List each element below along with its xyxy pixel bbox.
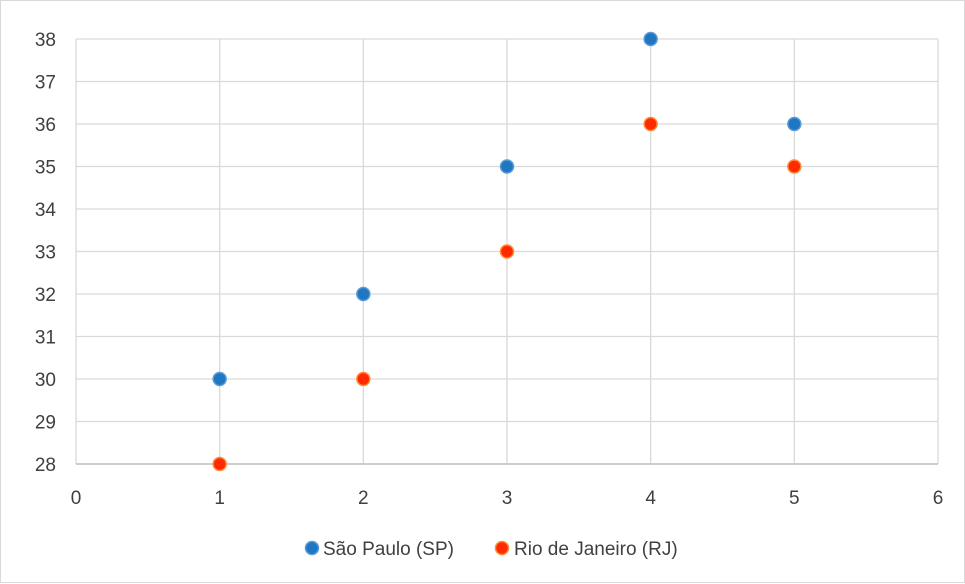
- legend-label: Rio de Janeiro (RJ): [514, 539, 678, 560]
- y-tick-label: 37: [35, 73, 56, 94]
- point-sp: [356, 286, 371, 302]
- y-tick-label: 31: [35, 328, 56, 349]
- y-tick-label: 30: [35, 370, 56, 391]
- data-points: [212, 31, 802, 472]
- x-tick-label: 4: [645, 488, 656, 509]
- x-tick-label: 3: [502, 488, 513, 509]
- point-sp: [212, 371, 227, 387]
- point-rj: [787, 159, 802, 174]
- point-rj: [212, 456, 227, 472]
- y-tick-label: 28: [35, 455, 56, 476]
- y-tick-label: 36: [35, 115, 56, 136]
- y-tick-label: 35: [35, 158, 56, 179]
- legend-label: São Paulo (SP): [323, 539, 454, 560]
- point-rj: [643, 116, 658, 132]
- point-sp: [643, 31, 658, 47]
- y-tick-label: 34: [35, 200, 57, 221]
- legend: São Paulo (SP) Rio de Janeiro (RJ): [304, 539, 678, 560]
- y-tick-label: 33: [35, 243, 56, 264]
- y-tick-label: 29: [35, 413, 56, 434]
- legend-marker: [304, 540, 320, 556]
- point-rj: [499, 244, 515, 259]
- point-rj: [356, 371, 371, 387]
- x-tick-label: 5: [789, 488, 800, 509]
- x-tick-label: 6: [933, 488, 944, 509]
- x-tick-label: 2: [358, 488, 369, 509]
- point-sp: [499, 159, 515, 174]
- legend-marker: [494, 540, 510, 556]
- x-tick-label: 0: [71, 488, 82, 509]
- point-sp: [787, 116, 802, 132]
- y-tick-label: 32: [35, 285, 56, 306]
- y-tick-label: 38: [35, 30, 56, 51]
- x-tick-label: 1: [214, 488, 225, 509]
